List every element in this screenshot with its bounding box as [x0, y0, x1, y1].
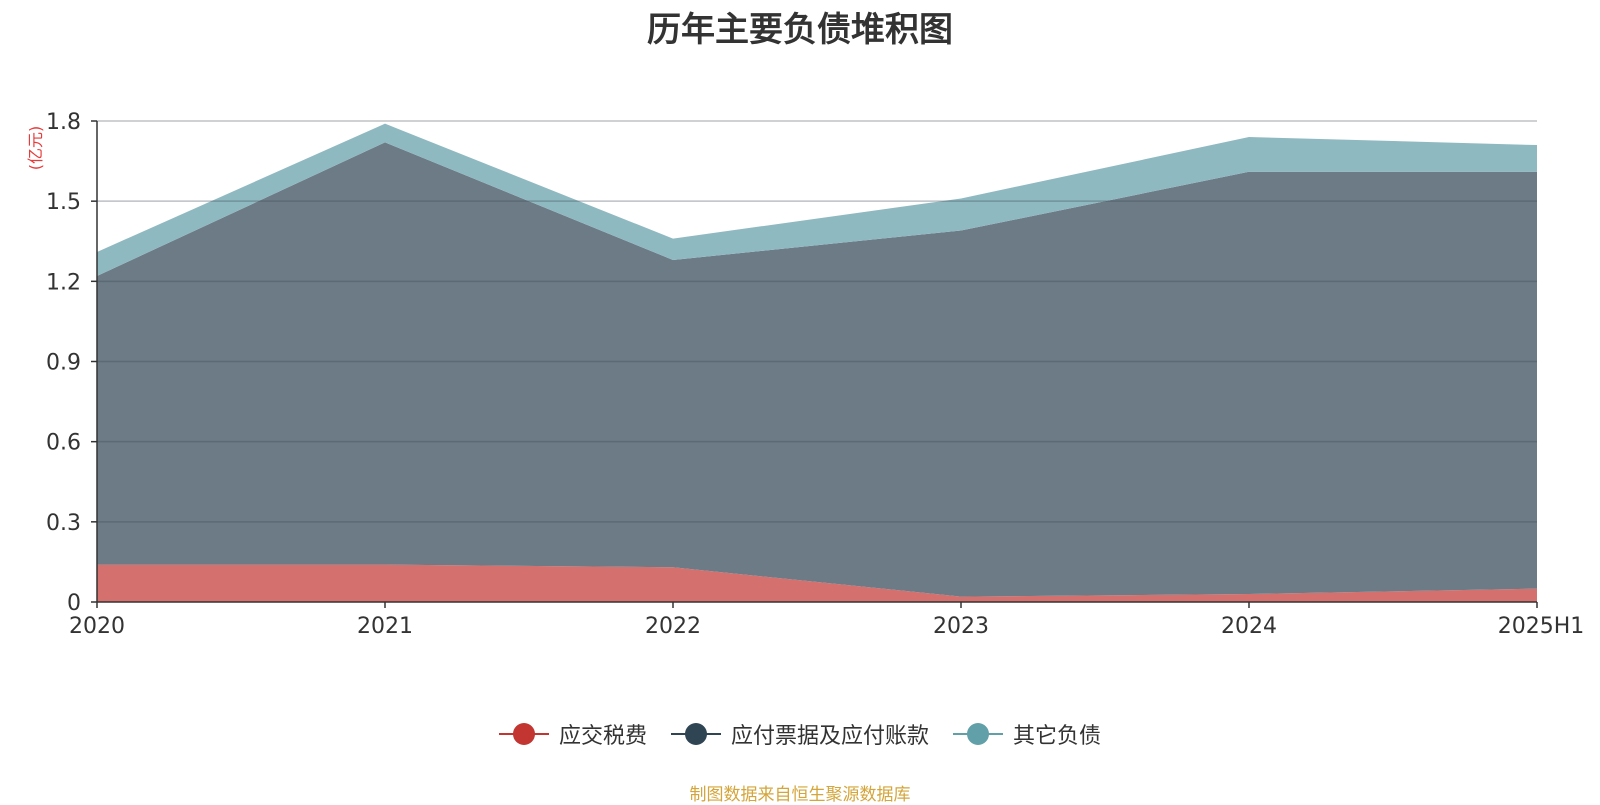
y-tick-label: 0.9 [46, 351, 81, 376]
y-tick-label: 0 [67, 591, 81, 616]
stacked-area-chart: 0 0.3 0.6 0.9 1.2 1.5 1.8 2020 2021 2022 2023 2024 2… [46, 110, 1585, 639]
chart-legend: 应交税费 应付票据及应付账款 其它负债 [0, 718, 1600, 750]
x-tick-label: 2025H1 [1498, 614, 1585, 639]
y-tick-label: 1.5 [46, 190, 81, 215]
x-tick-label: 2024 [1221, 614, 1277, 639]
y-tick-label: 1.2 [46, 270, 81, 295]
y-tick-label: 0.6 [46, 431, 81, 456]
chart-title: 历年主要负债堆积图 [647, 10, 953, 50]
legend-item[interactable]: 其它负债 [953, 718, 1101, 750]
source-note: 制图数据来自恒生聚源数据库 [689, 785, 911, 805]
legend-label: 应付票据及应付账款 [730, 724, 929, 749]
legend-label: 其它负债 [1013, 724, 1102, 749]
y-tick-label: 1.8 [46, 110, 81, 135]
x-tick-label: 2023 [933, 614, 989, 639]
legend-marker-icon [498, 723, 549, 745]
y-tick-label: 0.3 [46, 511, 81, 536]
x-tick-label: 2021 [357, 614, 413, 639]
legend-item[interactable]: 应付票据及应付账款 [670, 718, 929, 750]
legend-marker-icon [670, 723, 721, 745]
legend-marker-icon [953, 723, 1003, 745]
legend-label: 应交税费 [558, 724, 647, 749]
area-series-1 [97, 142, 1537, 597]
area-series-2 [97, 123, 1537, 276]
area-series-0 [97, 564, 1537, 602]
x-tick-label: 2022 [645, 614, 701, 639]
x-tick-label: 2020 [69, 614, 125, 639]
legend-item[interactable]: 应交税费 [498, 718, 647, 750]
